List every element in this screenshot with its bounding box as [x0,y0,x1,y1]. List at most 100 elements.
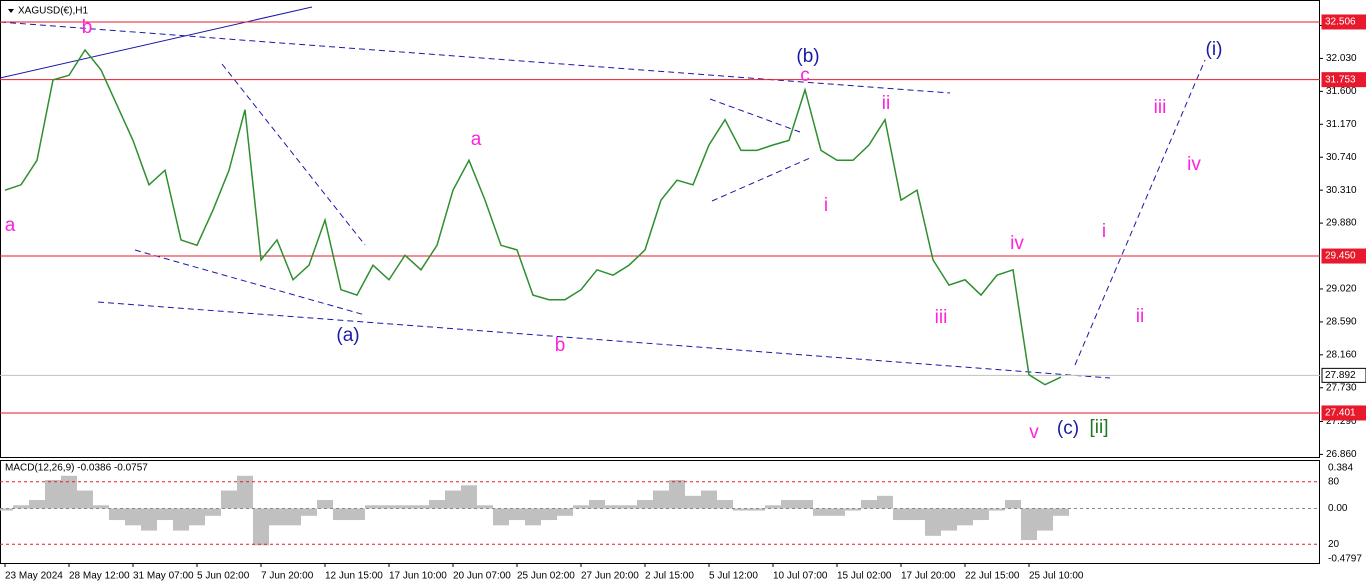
wave-label: [ii] [1090,417,1109,438]
macd-bar [701,490,717,509]
wave-label: ii [1136,306,1144,327]
macd-bar [109,508,125,521]
level-label: 29.450 [1325,251,1356,262]
trendline [97,301,1111,379]
wave-label: iii [935,307,948,328]
level-label-box [1321,405,1366,421]
macd-bar [1005,500,1021,509]
chart-title: XAGUSD(€),H1 [18,6,88,17]
macd-bar [861,500,877,509]
y-tick-label: 0.00 [1328,503,1348,514]
macd-bar [413,505,429,509]
macd-bar [333,508,349,521]
macd-bar [589,500,605,509]
macd-frame [0,460,1320,564]
trendline [221,63,366,246]
macd-bar [509,508,525,521]
wave-label: i [1102,221,1106,242]
y-tick-label: 31.170 [1326,119,1357,130]
x-tick-label: 5 Jun 02:00 [197,571,250,582]
level-label-box [1321,72,1366,88]
x-tick-label: 2 Jul 15:00 [645,571,694,582]
y-tick-label: 30.740 [1326,152,1357,163]
y-tick-label: -0.4797 [1328,554,1362,565]
x-tick-label: 10 Jul 07:00 [773,571,828,582]
macd-bar [669,480,685,509]
macd-bar [61,475,77,509]
level-label-box [1321,248,1366,264]
macd-bar [45,480,61,509]
main-frame [0,0,1320,458]
x-tick-label: 15 Jul 02:00 [837,571,892,582]
wave-label: iv [1187,154,1201,175]
macd-bar [301,508,317,516]
macd-bar [381,505,397,509]
x-tick-label: 31 May 07:00 [133,571,194,582]
wave-label: i [824,195,828,216]
x-tick-label: 20 Jun 07:00 [453,571,511,582]
wave-label: v [1029,422,1039,443]
macd-title: MACD(12,26,9) -0.0386 -0.0757 [5,463,148,474]
macd-bar [173,508,189,531]
trendlines [0,6,1206,379]
macd-bar [557,508,573,516]
macd-bar [221,490,237,509]
level-label: 27.401 [1325,408,1356,419]
x-tick-label: 17 Jul 20:00 [901,571,956,582]
x-tick-label: 27 Jun 20:00 [581,571,639,582]
macd-bar [685,495,701,509]
y-tick-label: 31.600 [1326,86,1357,97]
macd-bar [1053,508,1069,516]
level-label-box [1321,367,1366,383]
wave-label: (a) [336,325,359,346]
macd-bar [845,508,861,511]
x-tick-label: 28 May 12:00 [69,571,130,582]
trendline [1074,59,1206,366]
macd-bar [973,508,989,521]
x-tick-label: 22 Jul 15:00 [965,571,1020,582]
macd-bar [493,508,509,526]
trendline [0,21,951,94]
macd-bar [925,508,941,536]
macd-bar [253,508,269,546]
x-tick-label: 5 Jul 12:00 [709,571,758,582]
macd-bar [621,505,637,509]
macd-bar [1021,508,1037,541]
y-tick-label: 28.160 [1326,349,1357,360]
macd-bar [0,508,13,511]
y-tick-label: 27.730 [1326,382,1357,393]
macd-bar [877,495,893,509]
level-label: 31.753 [1325,74,1356,85]
macd-bar [605,505,621,509]
x-tick-label: 25 Jun 02:00 [517,571,575,582]
wave-label: b [555,335,566,356]
macd-bar [349,508,365,521]
macd-bar [573,505,589,509]
y2-tick-label: 20 [1328,539,1340,550]
macd-bar [365,505,381,509]
x-tick-label: 23 May 2024 [5,571,63,582]
x-tick-label: 17 Jun 10:00 [389,571,447,582]
level-label-box [1321,14,1366,30]
macd-bar [477,505,493,509]
macd-bar [461,485,477,509]
trendline [0,6,313,79]
macd-bar [989,508,1005,511]
trendline [709,98,801,133]
macd-bar [429,500,445,509]
macd-bar [1037,508,1053,531]
x-tick-label: 25 Jul 10:00 [1029,571,1084,582]
menu-arrow [8,9,14,13]
macd-bar [445,490,461,509]
macd-bar [733,508,749,511]
macd-bar [909,508,925,521]
macd-bar [765,505,781,509]
wave-label: (c) [1057,418,1079,439]
wave-label: a [471,129,482,150]
level-label: 32.506 [1325,17,1356,28]
macd-bar [29,500,45,509]
wave-label: (b) [796,46,819,67]
macd-bar [717,500,733,509]
macd-bar [813,508,829,516]
